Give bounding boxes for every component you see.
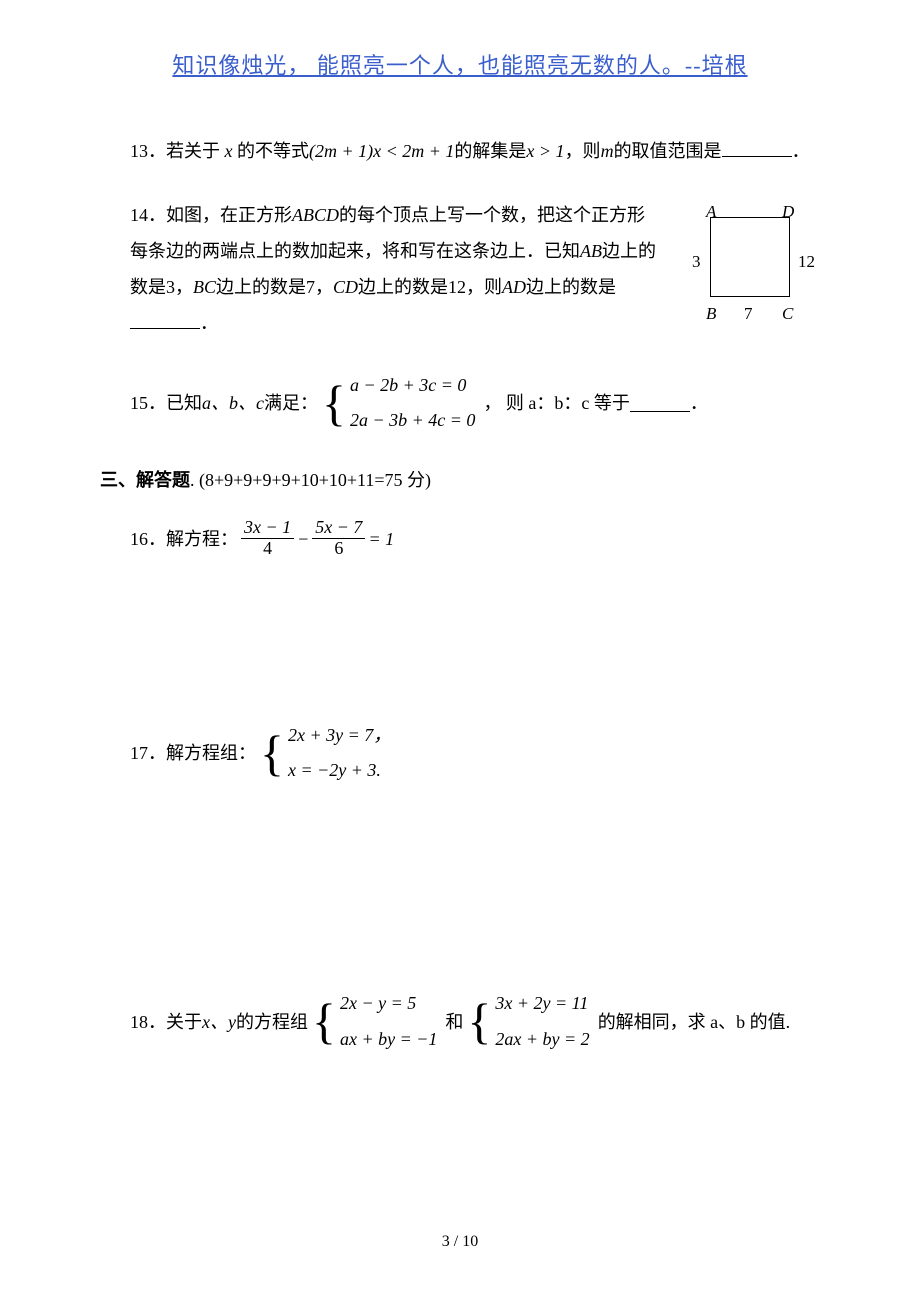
ab: AB — [580, 241, 602, 261]
brace-icon: { — [322, 381, 346, 426]
text: ，则 — [466, 277, 502, 297]
tail: 的解相同，求 a、b 的值. — [598, 1004, 791, 1040]
cond: x > 1 — [526, 141, 564, 161]
text: ， 则 a：b：c 等于 — [483, 385, 629, 421]
question-13: 13．若关于 x 的不等式(2m + 1)x < 2m + 1的解集是x > 1… — [100, 133, 820, 169]
system-brace: { a − 2b + 3c = 0 2a − 3b + 4c = 0 — [322, 369, 479, 437]
text: ， — [175, 277, 193, 297]
q-number: 13． — [130, 141, 166, 161]
label-12: 12 — [798, 245, 815, 279]
denominator: 4 — [260, 539, 275, 559]
blank — [130, 311, 200, 329]
text: 的不等式 — [237, 141, 309, 161]
and: 和 — [445, 1004, 463, 1040]
eq1: 3x + 2y = 11 — [495, 991, 589, 1016]
period: ． — [690, 385, 708, 421]
brace-icon: { — [312, 999, 336, 1044]
question-14: 14．如图，在正方形ABCD的每个顶点上写一个数，把这个正方形每条边的两端点上的… — [100, 197, 820, 341]
square-box — [710, 217, 790, 297]
text: 的取值范围是 — [614, 141, 722, 161]
text: 若关于 — [166, 141, 220, 161]
text: ，则 — [565, 141, 601, 161]
text: 的方程组 — [236, 1004, 308, 1040]
label-C: C — [782, 297, 793, 331]
q-number: 17． — [130, 735, 166, 771]
system-1: { 2x − y = 5 ax + by = −1 — [312, 987, 441, 1055]
var-m: m — [601, 141, 614, 161]
eq2: 2ax + by = 2 — [495, 1027, 589, 1052]
text: 条边的两端点上的数加起来，将和写在这条边上．已知 — [148, 241, 580, 261]
q-number: 18． — [130, 1004, 166, 1040]
question-15: 15．已知a、b、c 满足： { a − 2b + 3c = 0 2a − 3b… — [100, 369, 820, 437]
abcd: ABCD — [292, 205, 339, 225]
period: ． — [200, 313, 218, 333]
blank — [722, 139, 792, 157]
question-18: 18．关于 x、y 的方程组 { 2x − y = 5 ax + by = −1… — [100, 987, 820, 1055]
text: 如图，在正方形 — [166, 205, 292, 225]
vars: x、y — [202, 1004, 236, 1040]
label-A: A — [706, 195, 716, 229]
vars: a、b、c — [202, 385, 264, 421]
n12: 12 — [448, 277, 466, 297]
system-2: { 3x + 2y = 11 2ax + by = 2 — [467, 987, 593, 1055]
brace-icon: { — [467, 999, 491, 1044]
text: 满足： — [264, 385, 318, 421]
q-number: 14． — [130, 205, 166, 225]
n7: 7 — [306, 277, 315, 297]
header-quote: 知识像烛光， 能照亮一个人，也能照亮无数的人。--培根 — [0, 0, 920, 83]
eq2: 2a − 3b + 4c = 0 — [350, 408, 475, 433]
brace-icon: { — [260, 731, 284, 776]
section-title: 三、解答题 — [100, 470, 190, 490]
text: ， — [315, 277, 333, 297]
blank — [630, 394, 690, 412]
q-number: 16． — [130, 521, 166, 557]
eq2: ax + by = −1 — [340, 1027, 437, 1052]
q-number: 15． — [130, 385, 166, 421]
page-footer: 3 / 10 — [0, 1229, 920, 1255]
section-points: . (8+9+9+9+9+10+10+11=75 分) — [190, 470, 431, 490]
text: 的解集是 — [454, 141, 526, 161]
eq1: 2x − y = 5 — [340, 991, 437, 1016]
numerator: 3x − 1 — [241, 518, 294, 538]
label-B: B — [706, 297, 716, 331]
var-x: x — [220, 141, 237, 161]
denominator: 6 — [331, 539, 346, 559]
system-brace: { 2x + 3y = 7， x = −2y + 3. — [260, 719, 395, 787]
text: 已知 — [166, 385, 202, 421]
section-3-header: 三、解答题. (8+9+9+9+9+10+10+11=75 分) — [100, 466, 820, 495]
eq1: a − 2b + 3c = 0 — [350, 373, 475, 398]
text: 边上的数是 — [526, 277, 616, 297]
n3: 3 — [166, 277, 175, 297]
numerator: 5x − 7 — [312, 518, 365, 538]
fraction-2: 5x − 7 6 — [312, 518, 365, 559]
label-7: 7 — [744, 297, 753, 331]
question-17: 17．解方程组： { 2x + 3y = 7， x = −2y + 3. — [100, 719, 820, 787]
square-diagram: A D B C 3 12 7 — [680, 197, 820, 327]
label: 解方程组： — [166, 735, 256, 771]
expr: (2m + 1)x < 2m + 1 — [309, 141, 454, 161]
text: 关于 — [166, 1004, 202, 1040]
equals: = 1 — [368, 521, 394, 557]
ad: AD — [502, 277, 526, 297]
text: 边上的数是 — [216, 277, 306, 297]
label-3: 3 — [692, 245, 701, 279]
bc: BC — [193, 277, 216, 297]
fraction-1: 3x − 1 4 — [241, 518, 294, 559]
main-content: 13．若关于 x 的不等式(2m + 1)x < 2m + 1的解集是x > 1… — [0, 83, 920, 1056]
eq1: 2x + 3y = 7， — [288, 723, 391, 748]
q14-text: 14．如图，在正方形ABCD的每个顶点上写一个数，把这个正方形每条边的两端点上的… — [130, 197, 660, 341]
cd: CD — [333, 277, 358, 297]
eq2: x = −2y + 3. — [288, 758, 391, 783]
minus: − — [297, 521, 309, 557]
period: ． — [792, 141, 810, 161]
label-D: D — [782, 195, 794, 229]
label: 解方程： — [166, 521, 238, 557]
question-16: 16．解方程： 3x − 1 4 − 5x − 7 6 = 1 — [100, 518, 820, 559]
text: 边上的数是 — [358, 277, 448, 297]
